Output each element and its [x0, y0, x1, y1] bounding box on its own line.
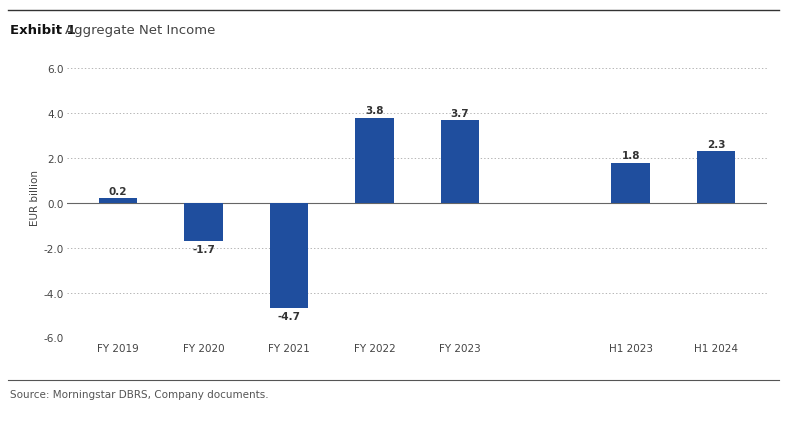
- Y-axis label: EUR billion: EUR billion: [30, 170, 39, 226]
- Bar: [696, 152, 735, 203]
- Text: Exhibit 1: Exhibit 1: [10, 24, 76, 37]
- Text: 3.7: 3.7: [450, 108, 469, 118]
- Text: 3.8: 3.8: [365, 106, 383, 116]
- Bar: [355, 118, 394, 203]
- Bar: [270, 203, 309, 308]
- Bar: [441, 121, 479, 203]
- Bar: [611, 163, 650, 203]
- Bar: [99, 199, 138, 203]
- Text: Source: Morningstar DBRS, Company documents.: Source: Morningstar DBRS, Company docume…: [10, 389, 269, 399]
- Text: 0.2: 0.2: [109, 187, 127, 197]
- Text: -4.7: -4.7: [278, 311, 301, 321]
- Text: 1.8: 1.8: [622, 151, 640, 161]
- Text: 2.3: 2.3: [707, 140, 726, 150]
- Text: -1.7: -1.7: [192, 244, 215, 254]
- Bar: [184, 203, 223, 241]
- Text: Aggregate Net Income: Aggregate Net Income: [65, 24, 215, 37]
